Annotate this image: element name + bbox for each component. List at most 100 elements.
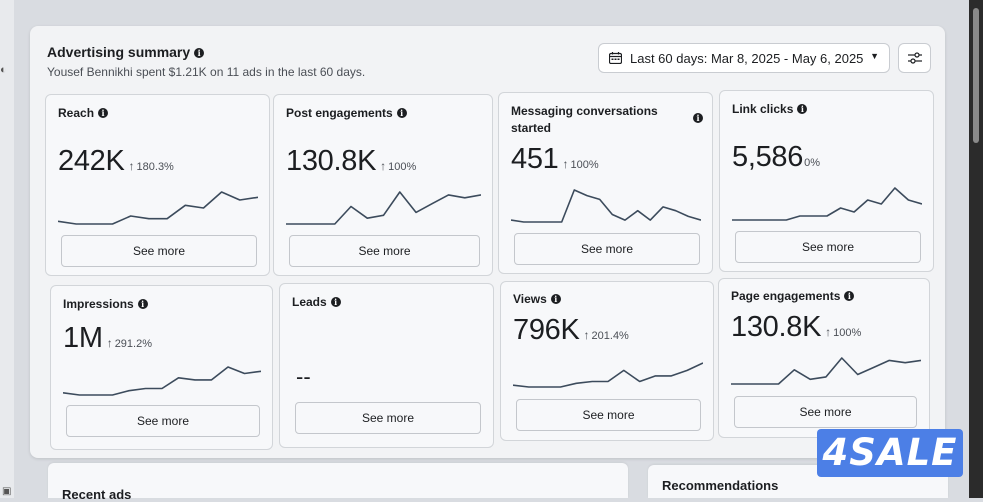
summary-subtitle: Yousef Bennikhi spent $1.21K on 11 ads i… <box>47 65 366 79</box>
see-more-button[interactable]: See more <box>516 399 701 431</box>
left-sidebar-edge <box>0 0 14 498</box>
filter-settings-button[interactable] <box>898 43 931 73</box>
metric-value: 451 ↑ 100% <box>511 143 599 176</box>
info-icon[interactable]: i <box>396 108 407 118</box>
metric-value: 130.8K ↑ 100% <box>286 145 416 178</box>
metric-card-views: Views i 796K ↑ 201.4% See more <box>500 281 714 441</box>
arrow-up-icon: ↑ <box>583 328 590 342</box>
sparkline-chart <box>731 357 921 385</box>
see-more-button[interactable]: See more <box>735 231 921 263</box>
metric-delta: ↑ 100% <box>380 159 417 173</box>
info-icon[interactable]: i <box>194 48 205 58</box>
chevron-down-icon: ▼ <box>870 51 879 61</box>
metric-name: Views i <box>513 291 683 308</box>
metric-delta-text: 100% <box>833 327 862 339</box>
metric-card-post-engagements: Post engagements i 130.8K ↑ 100% See more <box>273 94 493 276</box>
page-scrollbar[interactable] <box>969 0 983 498</box>
metric-value-text: 130.8K <box>286 145 377 177</box>
metric-name-text: Post engagements <box>286 106 393 120</box>
arrow-up-icon: ↑ <box>128 159 135 173</box>
see-more-button[interactable]: See more <box>734 396 917 428</box>
metric-delta: 0% <box>804 157 820 169</box>
sparkline-series <box>731 357 921 385</box>
recent-ads-section: Recent ads <box>48 463 628 502</box>
metric-card-messaging-conversations: Messaging conversations started i 451 ↑ 10… <box>498 92 713 274</box>
metric-name: Page engagements i <box>731 288 901 305</box>
info-icon[interactable]: i <box>797 104 808 114</box>
arrow-up-icon: ↑ <box>380 159 387 173</box>
see-more-button[interactable]: See more <box>61 235 257 267</box>
info-icon[interactable]: i <box>550 294 561 304</box>
calendar-icon <box>609 52 622 64</box>
sidebar-icon-partial[interactable]: ◐ <box>0 64 7 76</box>
sparkline-chart <box>63 366 261 396</box>
sparkline-series <box>511 189 701 223</box>
watermark-logo: 4SALE <box>817 429 963 477</box>
metric-delta-text: 100% <box>388 161 417 173</box>
metric-name: Leads i <box>292 294 462 311</box>
metric-value: 5,5860% <box>732 141 820 174</box>
sparkline-series <box>58 191 258 225</box>
metric-name-text: Reach <box>58 106 95 120</box>
metric-name-text: Link clicks <box>732 102 794 116</box>
sliders-icon <box>908 52 922 64</box>
info-icon[interactable]: i <box>98 108 109 118</box>
metric-delta-text: 100% <box>570 159 599 171</box>
metric-value-text: 1M <box>63 322 103 354</box>
sidebar-icon-partial-bottom[interactable]: ▣ <box>2 486 12 497</box>
arrow-up-icon: ↑ <box>825 325 832 339</box>
metric-name: Impressions i <box>63 296 233 313</box>
metric-delta: ↑ 180.3% <box>128 159 174 173</box>
info-icon[interactable]: i <box>844 291 855 301</box>
metric-name: Link clicks i <box>732 101 902 118</box>
metric-name: Messaging conversations started <box>511 103 681 137</box>
metric-value-text: 451 <box>511 143 559 175</box>
summary-title-text: Advertising summary <box>47 44 191 60</box>
date-range-dropdown[interactable]: Last 60 days: Mar 8, 2025 - May 6, 2025 … <box>598 43 890 73</box>
arrow-up-icon: ↑ <box>106 336 113 350</box>
info-icon[interactable]: i <box>330 297 341 307</box>
sparkline-chart <box>513 362 703 388</box>
metric-card-impressions: Impressions i 1M ↑ 291.2% See more <box>50 285 273 450</box>
recommendations-title: Recommendations <box>662 478 779 493</box>
arrow-up-icon: ↑ <box>562 157 569 171</box>
see-more-button[interactable]: See more <box>295 402 481 434</box>
metric-value-text: 242K <box>58 145 125 177</box>
metric-name-text: Messaging conversations started <box>511 104 658 135</box>
metric-name: Post engagements i <box>286 105 456 122</box>
metric-value-text: 130.8K <box>731 311 822 343</box>
see-more-button[interactable]: See more <box>289 235 480 267</box>
metric-name-text: Leads <box>292 295 327 309</box>
info-icon[interactable]: i <box>137 299 148 309</box>
summary-title: Advertising summary i <box>47 44 205 60</box>
metric-delta: ↑ 291.2% <box>106 336 152 350</box>
metric-delta: ↑ 100% <box>825 325 862 339</box>
metric-value-text: 5,586 <box>732 141 804 173</box>
metric-delta: ↑ 100% <box>562 157 599 171</box>
metric-card-leads: Leads i -- See more <box>279 283 494 448</box>
see-more-button[interactable]: See more <box>66 405 260 437</box>
scrollbar-thumb[interactable] <box>973 8 979 143</box>
recent-ads-title: Recent ads <box>62 487 132 502</box>
sparkline-series <box>513 362 703 388</box>
date-range-label: Last 60 days: Mar 8, 2025 - May 6, 2025 <box>630 51 864 66</box>
sparkline-series <box>286 191 481 225</box>
metric-name: Reach i <box>58 105 228 122</box>
sparkline-series <box>732 187 922 221</box>
metric-value: 242K ↑ 180.3% <box>58 145 174 178</box>
metric-value: 130.8K ↑ 100% <box>731 311 861 344</box>
metric-name-text: Impressions <box>63 297 134 311</box>
sparkline-series <box>63 366 261 396</box>
metric-value-empty: -- <box>296 364 311 389</box>
metric-delta-text: 0% <box>804 157 820 169</box>
metric-name-text: Views <box>513 292 547 306</box>
metric-card-link-clicks: Link clicks i 5,5860% See more <box>719 90 934 272</box>
sparkline-chart <box>732 187 922 221</box>
metric-value: 1M ↑ 291.2% <box>63 322 152 355</box>
info-icon[interactable]: i <box>693 113 703 123</box>
metric-card-reach: Reach i 242K ↑ 180.3% See more <box>45 94 270 276</box>
metric-delta-text: 180.3% <box>136 161 174 173</box>
see-more-button[interactable]: See more <box>514 233 700 265</box>
metric-value-text: 796K <box>513 314 580 346</box>
metric-value: 796K ↑ 201.4% <box>513 314 629 347</box>
